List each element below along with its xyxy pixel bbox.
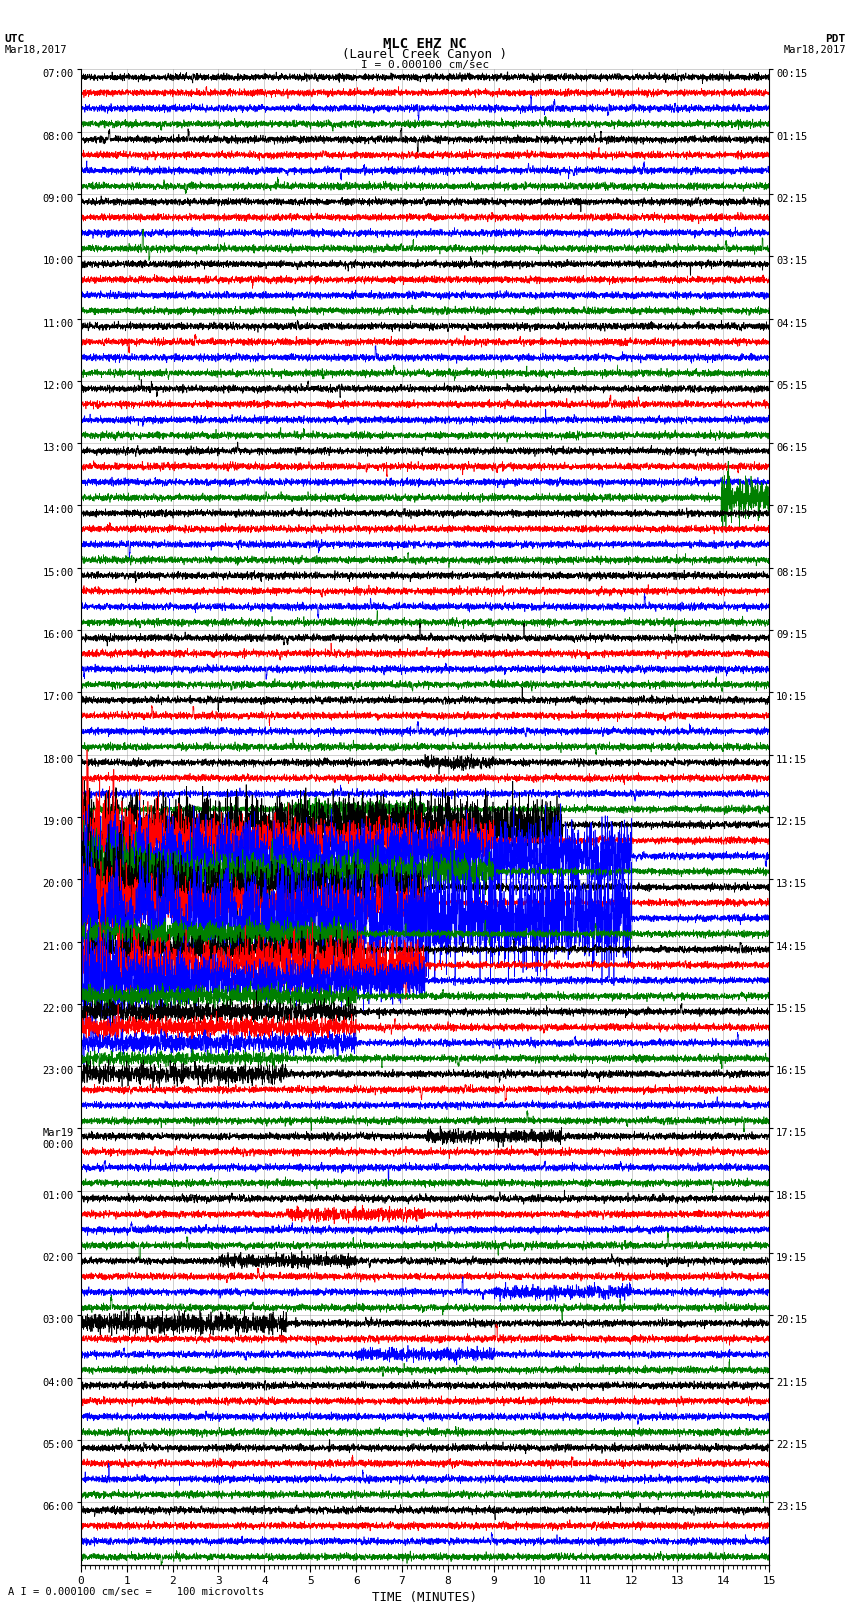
Text: A I = 0.000100 cm/sec =    100 microvolts: A I = 0.000100 cm/sec = 100 microvolts (8, 1587, 264, 1597)
Text: UTC: UTC (4, 34, 25, 44)
Text: PDT: PDT (825, 34, 846, 44)
Text: MLC EHZ NC: MLC EHZ NC (383, 37, 467, 52)
X-axis label: TIME (MINUTES): TIME (MINUTES) (372, 1590, 478, 1603)
Text: Mar18,2017: Mar18,2017 (783, 45, 846, 55)
Text: Mar18,2017: Mar18,2017 (4, 45, 67, 55)
Text: (Laurel Creek Canyon ): (Laurel Creek Canyon ) (343, 48, 507, 61)
Text: I = 0.000100 cm/sec: I = 0.000100 cm/sec (361, 60, 489, 69)
